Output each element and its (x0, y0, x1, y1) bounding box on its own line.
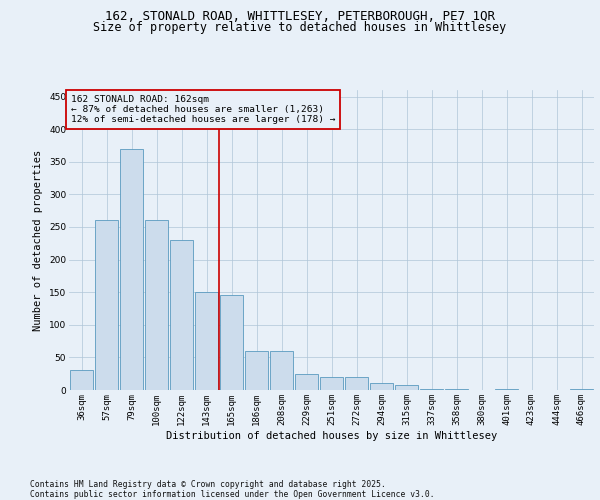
Text: 162 STONALD ROAD: 162sqm
← 87% of detached houses are smaller (1,263)
12% of sem: 162 STONALD ROAD: 162sqm ← 87% of detach… (71, 94, 335, 124)
Text: 162, STONALD ROAD, WHITTLESEY, PETERBOROUGH, PE7 1QR: 162, STONALD ROAD, WHITTLESEY, PETERBORO… (105, 10, 495, 23)
Bar (245, 351, 268, 390)
Bar (295, 374, 318, 390)
Bar (170, 240, 193, 390)
Text: Size of property relative to detached houses in Whittlesey: Size of property relative to detached ho… (94, 21, 506, 34)
Text: Contains HM Land Registry data © Crown copyright and database right 2025.
Contai: Contains HM Land Registry data © Crown c… (30, 480, 434, 499)
Bar (270, 351, 293, 390)
Bar (145, 220, 168, 390)
Bar (120, 148, 143, 390)
Bar (320, 377, 343, 390)
Bar (220, 296, 243, 390)
Bar (420, 388, 443, 390)
Bar (570, 388, 593, 390)
Bar (70, 370, 93, 390)
Bar (195, 292, 218, 390)
Bar (445, 388, 468, 390)
X-axis label: Distribution of detached houses by size in Whittlesey: Distribution of detached houses by size … (166, 430, 497, 440)
Bar (345, 377, 368, 390)
Bar (395, 385, 418, 390)
Y-axis label: Number of detached properties: Number of detached properties (34, 150, 43, 330)
Bar (370, 384, 393, 390)
Bar (495, 388, 518, 390)
Bar (95, 220, 118, 390)
